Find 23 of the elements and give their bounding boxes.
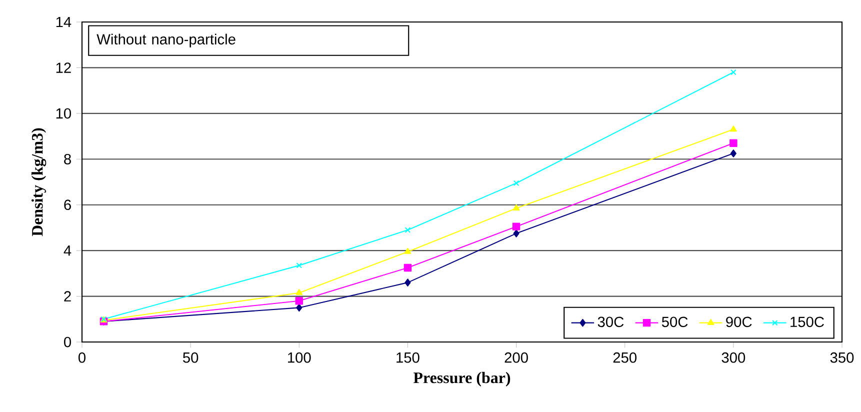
x-tick-label: 200 <box>504 352 528 363</box>
x-tick-label: 100 <box>288 352 311 363</box>
y-tick-label: 4 <box>64 246 72 256</box>
annotation: Without nano-particle <box>96 34 236 48</box>
x-tick-label: 300 <box>722 352 746 363</box>
y-tick-label: 10 <box>56 108 72 119</box>
y-tick-label: 0 <box>64 336 72 348</box>
legend-label: 150C <box>790 316 824 328</box>
y-tick-label: 14 <box>56 16 72 28</box>
x-tick-label: 150 <box>396 352 420 363</box>
x-tick-label: 350 <box>830 352 854 363</box>
x-tick-label: 250 <box>613 352 637 363</box>
legend-label: 90C <box>726 316 752 328</box>
x-tick-label: 50 <box>183 352 198 363</box>
legend-label: 30C <box>598 316 624 328</box>
y-tick-label: 8 <box>64 154 71 164</box>
y-axis-title: Density (kg/m3) <box>32 128 46 236</box>
legend-label: 50C <box>662 316 688 328</box>
x-tick-label: 0 <box>78 352 86 363</box>
y-tick-label: 2 <box>64 291 71 302</box>
y-tick-label: 6 <box>64 200 71 210</box>
x-axis-title: Pressure (bar) <box>413 372 510 386</box>
y-tick-label: 12 <box>56 62 71 73</box>
